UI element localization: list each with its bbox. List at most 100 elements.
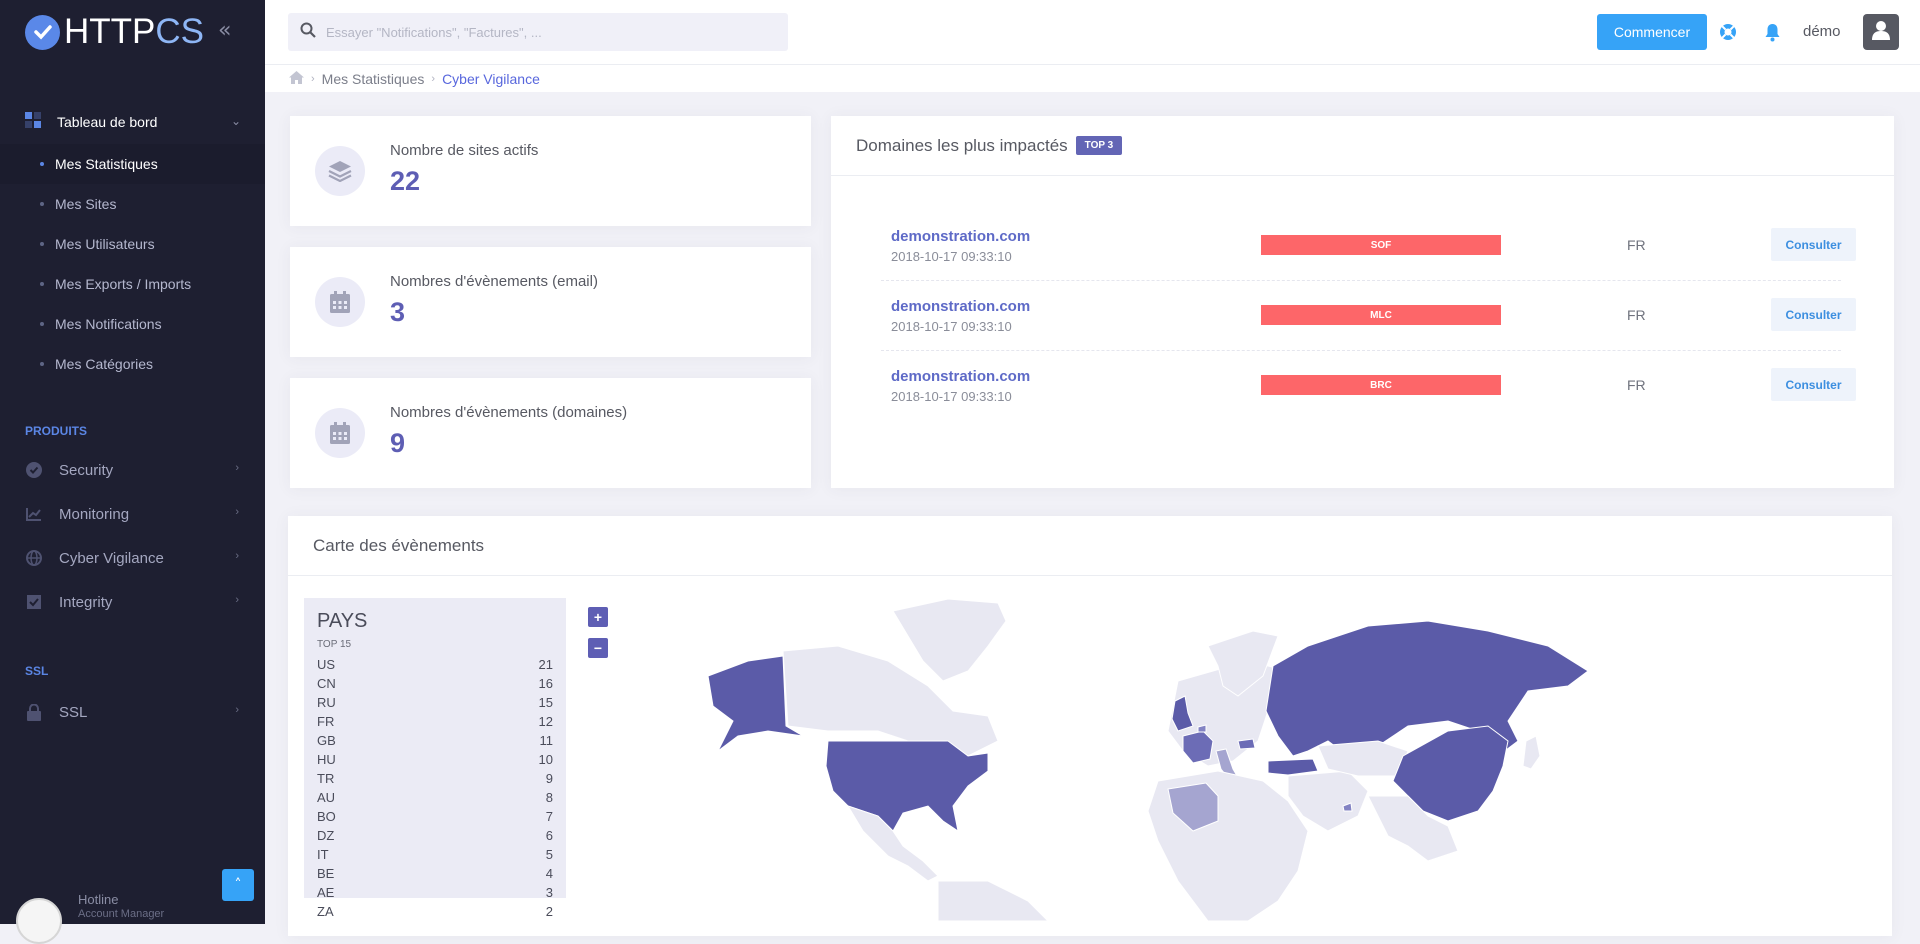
nav-dashboard[interactable]: Tableau de bord ⌄: [0, 100, 265, 144]
bullet-icon: [40, 322, 44, 326]
calendar-icon: [315, 408, 365, 458]
search-icon: [300, 22, 316, 42]
start-button[interactable]: Commencer: [1597, 14, 1707, 50]
chevron-right-icon: ›: [235, 506, 239, 518]
domain-country: FR: [1627, 307, 1646, 323]
bell-icon[interactable]: [1761, 21, 1783, 43]
breadcrumb-separator: ›: [311, 72, 315, 85]
search-input[interactable]: [326, 24, 766, 40]
sidebar-item-statistiques[interactable]: Mes Statistiques: [0, 144, 265, 184]
help-lifebuoy-icon[interactable]: [1717, 21, 1739, 43]
countries-panel: PAYS TOP 15 US 21 CN 16 RU 15 FR 12 GB 11 HU 1…: [304, 598, 566, 919]
list-item: CN 16: [317, 676, 553, 691]
domains-title: Domaines les plus impactés: [856, 135, 1068, 155]
chevron-down-icon: ⌄: [230, 114, 241, 128]
sidebar-item-cyber-vigilance[interactable]: Cyber Vigilance ›: [0, 536, 265, 580]
stat-card-sites: Nombre de sites actifs 22: [290, 116, 811, 226]
bullet-icon: [40, 282, 44, 286]
map-region-uk: [1171, 695, 1194, 732]
collapse-sidebar-icon[interactable]: «: [218, 18, 232, 43]
map-region-china: [1392, 725, 1509, 822]
bullet-icon: [40, 162, 44, 166]
domain-date: 2018-10-17 09:33:10: [891, 319, 1012, 334]
check-circle-icon: [25, 461, 43, 479]
map-region-central-asia: [1317, 740, 1409, 777]
map-region-mexico: [846, 805, 939, 882]
bullet-icon: [40, 362, 44, 366]
list-item: BE 4: [317, 866, 553, 881]
severity-tag: SOF: [1261, 235, 1501, 255]
domain-link[interactable]: demonstration.com: [891, 228, 1031, 245]
countries-panel-subtitle: TOP 15: [317, 639, 352, 650]
search-box[interactable]: [288, 13, 788, 51]
chevron-right-icon: ›: [235, 550, 239, 562]
consult-button[interactable]: Consulter: [1771, 298, 1856, 331]
sidebar-item-exports[interactable]: Mes Exports / Imports: [0, 264, 265, 304]
section-produits: PRODUITS: [25, 424, 88, 438]
hotline-contact[interactable]: Hotline Account Manager: [0, 892, 265, 944]
stat-label: Nombres d'évènements (email): [390, 273, 598, 290]
consult-button[interactable]: Consulter: [1771, 368, 1856, 401]
stat-label: Nombres d'évènements (domaines): [390, 404, 628, 421]
list-item: HU 10: [317, 752, 553, 767]
layers-icon: [315, 146, 365, 196]
list-item: TR 9: [317, 771, 553, 786]
sidebar-item-utilisateurs[interactable]: Mes Utilisateurs: [0, 224, 265, 264]
map-region-algeria: [1167, 782, 1219, 832]
list-item: AU 8: [317, 790, 553, 805]
stat-label: Nombre de sites actifs: [390, 142, 539, 159]
dashboard-submenu: Mes Statistiques Mes Sites Mes Utilisate…: [0, 144, 265, 384]
chart-line-icon: [25, 505, 43, 523]
sidebar-item-security[interactable]: Security ›: [0, 448, 265, 492]
list-item: US 21: [317, 657, 553, 672]
list-item: GB 11: [317, 733, 553, 748]
sidebar-item-integrity[interactable]: Integrity ›: [0, 580, 265, 624]
breadcrumb-statistiques[interactable]: Mes Statistiques: [321, 70, 425, 87]
map-region-south-asia: [1367, 795, 1459, 862]
map-region-south-america: [937, 880, 1049, 921]
countries-panel-title: PAYS: [317, 610, 368, 632]
breadcrumb-cyber-vigilance[interactable]: Cyber Vigilance: [442, 70, 540, 87]
domain-link[interactable]: demonstration.com: [891, 368, 1031, 385]
domain-date: 2018-10-17 09:33:10: [891, 389, 1012, 404]
map-region-canada: [782, 645, 999, 757]
dashboard-grid-icon: [25, 112, 41, 132]
list-item: DZ 6: [317, 828, 553, 843]
sidebar-item-sites[interactable]: Mes Sites: [0, 184, 265, 224]
brand-logo[interactable]: HTTPCS: [0, 0, 265, 64]
zoom-in-button[interactable]: +: [588, 607, 608, 627]
scroll-top-button[interactable]: ˄: [222, 869, 254, 901]
home-icon[interactable]: [289, 70, 304, 87]
globe-icon: [25, 549, 43, 567]
breadcrumb-separator: ›: [431, 72, 436, 85]
consult-button[interactable]: Consulter: [1771, 228, 1856, 261]
map-region-japan: [1522, 735, 1541, 770]
table-row: demonstration.com 2018-10-17 09:33:10 ML…: [881, 281, 1856, 351]
zoom-out-button[interactable]: −: [588, 638, 608, 658]
domain-country: FR: [1627, 377, 1646, 393]
sidebar-item-categories[interactable]: Mes Catégories: [0, 344, 265, 384]
sidebar-item-notifications[interactable]: Mes Notifications: [0, 304, 265, 344]
sidebar-item-ssl[interactable]: SSL ›: [0, 690, 265, 734]
calendar-icon: [315, 277, 365, 327]
severity-tag: BRC: [1261, 375, 1501, 395]
topbar: Commencer démo: [265, 0, 1920, 64]
nav-dashboard-label: Tableau de bord: [57, 114, 158, 130]
chevron-right-icon: ›: [235, 704, 239, 716]
domain-link[interactable]: demonstration.com: [891, 298, 1031, 315]
chevron-right-icon: ›: [235, 594, 239, 606]
stat-value: 3: [390, 297, 406, 327]
domains-card: Domaines les plus impactés TOP 3 demonst…: [831, 116, 1894, 488]
world-map[interactable]: [688, 591, 1788, 921]
sidebar-item-monitoring[interactable]: Monitoring ›: [0, 492, 265, 536]
map-region-belgium: [1197, 724, 1207, 733]
user-menu-button[interactable]: [1863, 14, 1899, 50]
avatar: [16, 898, 62, 944]
stat-card-email-events: Nombres d'évènements (email) 3: [290, 247, 811, 357]
list-item: AE 3: [317, 885, 553, 900]
map-region-scandinavia: [1207, 630, 1279, 697]
breadcrumb: › Mes Statistiques › Cyber Vigilance: [265, 64, 1920, 92]
user-name[interactable]: démo: [1803, 23, 1841, 40]
list-item: FR 12: [317, 714, 553, 729]
map-region-russia: [1265, 620, 1589, 757]
